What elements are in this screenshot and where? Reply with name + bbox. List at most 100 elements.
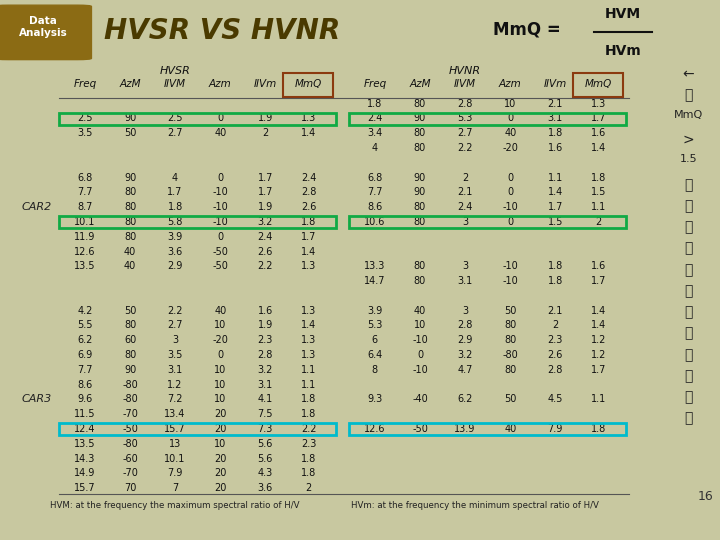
Text: 80: 80 [124, 202, 136, 212]
Text: 10.1: 10.1 [74, 217, 96, 227]
Text: 1.9: 1.9 [258, 202, 273, 212]
Text: 1.4: 1.4 [591, 306, 606, 316]
Text: 4: 4 [172, 173, 178, 183]
Text: -80: -80 [122, 439, 138, 449]
Text: 6.4: 6.4 [367, 350, 382, 360]
Text: 1.7: 1.7 [258, 173, 273, 183]
Text: 1.8: 1.8 [548, 128, 563, 138]
Text: -10: -10 [503, 276, 518, 286]
Text: 1.8: 1.8 [548, 276, 563, 286]
Text: 1.7: 1.7 [591, 113, 606, 124]
Text: 90: 90 [124, 365, 136, 375]
Text: 3.5: 3.5 [77, 128, 93, 138]
Text: -60: -60 [122, 454, 138, 464]
Text: 3.9: 3.9 [367, 306, 382, 316]
Text: 性: 性 [684, 411, 693, 426]
Text: 1.3: 1.3 [301, 306, 316, 316]
Text: 0: 0 [507, 217, 513, 227]
Text: 3: 3 [462, 261, 468, 271]
Text: 6: 6 [372, 335, 378, 345]
Text: 1.3: 1.3 [591, 99, 606, 109]
Text: 2.7: 2.7 [457, 128, 473, 138]
Text: 0: 0 [217, 113, 223, 124]
Text: 無: 無 [684, 348, 693, 362]
Text: 12.6: 12.6 [364, 424, 386, 434]
Text: 90: 90 [414, 187, 426, 198]
Text: Freq: Freq [73, 79, 96, 89]
Text: 1.1: 1.1 [301, 380, 316, 390]
Text: 60: 60 [124, 335, 136, 345]
Text: 向: 向 [684, 390, 693, 404]
Text: MmQ: MmQ [295, 79, 322, 89]
Bar [283, 73, 333, 97]
Text: Azm: Azm [499, 79, 521, 89]
Text: -80: -80 [122, 394, 138, 404]
Text: 3.5: 3.5 [168, 350, 183, 360]
Text: IIVM: IIVM [454, 79, 476, 89]
Text: 40: 40 [124, 247, 136, 256]
Text: 5.5: 5.5 [77, 321, 93, 330]
Text: 10: 10 [214, 439, 226, 449]
Text: 40: 40 [124, 261, 136, 271]
Text: 80: 80 [414, 261, 426, 271]
Text: 50: 50 [504, 306, 516, 316]
Text: HVM: HVM [605, 7, 641, 21]
Text: 1.9: 1.9 [258, 321, 273, 330]
Text: 1.4: 1.4 [591, 143, 606, 153]
Text: 2.3: 2.3 [301, 439, 316, 449]
Text: 1.4: 1.4 [301, 247, 316, 256]
Text: 10: 10 [214, 380, 226, 390]
Text: 1.8: 1.8 [591, 424, 606, 434]
Text: 0: 0 [217, 173, 223, 183]
Text: 1.9: 1.9 [258, 113, 273, 124]
Text: 2.7: 2.7 [167, 128, 183, 138]
Text: AzM: AzM [409, 79, 431, 89]
Text: -80: -80 [122, 380, 138, 390]
Text: 40: 40 [214, 128, 226, 138]
Text: 2.5: 2.5 [77, 113, 93, 124]
Text: 3.2: 3.2 [258, 365, 273, 375]
Text: 2.2: 2.2 [167, 306, 183, 316]
Text: 2.4: 2.4 [367, 113, 382, 124]
Text: 10: 10 [414, 321, 426, 330]
Text: 0: 0 [217, 350, 223, 360]
Text: 7: 7 [172, 483, 179, 493]
Text: 12.6: 12.6 [74, 247, 96, 256]
Text: HVm: HVm [604, 44, 642, 58]
Text: 2.1: 2.1 [548, 306, 563, 316]
Text: 3.1: 3.1 [168, 365, 183, 375]
FancyBboxPatch shape [0, 5, 91, 59]
Text: 1.2: 1.2 [168, 380, 183, 390]
Text: -10: -10 [212, 217, 228, 227]
Text: 50: 50 [504, 394, 516, 404]
Text: 14.7: 14.7 [364, 276, 386, 286]
Text: 1.8: 1.8 [367, 99, 382, 109]
Text: 4.7: 4.7 [457, 365, 473, 375]
Text: 70: 70 [124, 483, 136, 493]
Text: 4.5: 4.5 [548, 394, 563, 404]
Text: 0: 0 [507, 187, 513, 198]
Text: 40: 40 [414, 306, 426, 316]
Text: Freq: Freq [364, 79, 387, 89]
Text: 7.9: 7.9 [168, 468, 183, 478]
Text: MmQ: MmQ [674, 110, 703, 119]
Text: 80: 80 [124, 217, 136, 227]
Text: 13: 13 [169, 439, 181, 449]
Text: 1.8: 1.8 [301, 409, 316, 419]
Text: 1.7: 1.7 [591, 276, 606, 286]
Text: 13.9: 13.9 [454, 424, 476, 434]
Text: 3.1: 3.1 [258, 380, 273, 390]
Text: 50: 50 [124, 128, 136, 138]
Text: 7.7: 7.7 [77, 187, 93, 198]
Text: 3.2: 3.2 [457, 350, 473, 360]
Text: 11.5: 11.5 [74, 409, 96, 419]
Text: 0: 0 [507, 173, 513, 183]
Text: 8: 8 [372, 365, 378, 375]
Text: IIVm: IIVm [253, 79, 277, 89]
Text: 80: 80 [504, 321, 516, 330]
Text: -70: -70 [122, 409, 138, 419]
Text: 2: 2 [595, 217, 602, 227]
Text: -10: -10 [212, 202, 228, 212]
Text: 2: 2 [262, 128, 269, 138]
Text: 9.6: 9.6 [77, 394, 93, 404]
